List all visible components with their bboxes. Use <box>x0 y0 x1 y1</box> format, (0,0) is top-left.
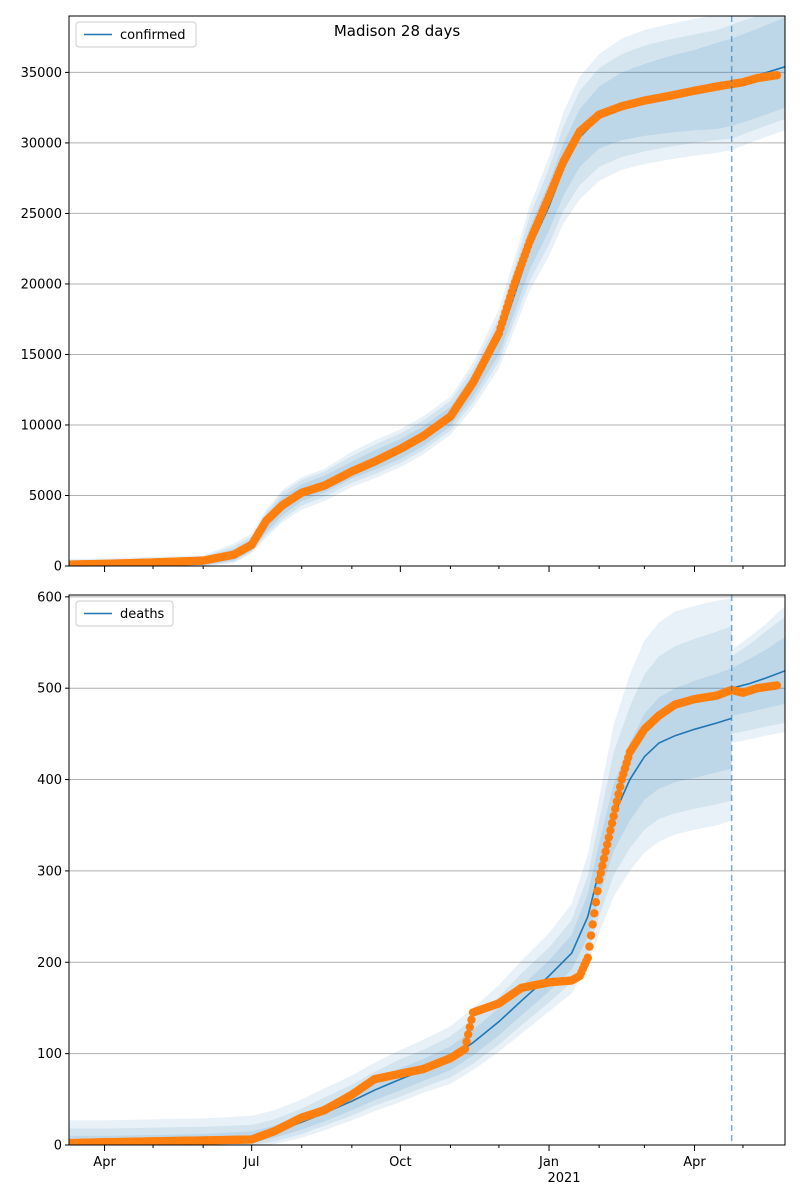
data-point <box>772 71 782 80</box>
x-year-label: 2021 <box>547 1171 580 1186</box>
chart-title: Madison 28 days <box>334 22 461 40</box>
data-point <box>601 847 610 856</box>
data-point <box>609 811 618 821</box>
axes-frame <box>68 15 786 567</box>
data-point <box>583 953 593 962</box>
y-tick-label: 0 <box>54 1139 62 1154</box>
y-tick-label: 200 <box>37 956 62 971</box>
uncertainty-band <box>731 605 785 744</box>
data-point <box>593 886 602 896</box>
legend: confirmed <box>75 21 197 48</box>
data-point <box>599 854 609 863</box>
data-point <box>607 819 617 828</box>
data-point <box>612 797 622 806</box>
y-tick-label: 500 <box>37 682 62 697</box>
data-point <box>460 1044 470 1054</box>
data-point <box>615 782 625 792</box>
x-tick-label: Apr <box>93 1155 116 1170</box>
legend-frame <box>75 21 197 48</box>
plot-area <box>69 16 785 566</box>
data-point <box>772 681 782 690</box>
y-tick-label: 0 <box>54 560 62 575</box>
data-point <box>604 833 614 842</box>
y-tick-label: 300 <box>37 864 62 879</box>
data-point <box>591 898 601 907</box>
legend-entry: deaths <box>120 607 165 622</box>
legend: deaths <box>75 600 174 627</box>
data-point <box>606 826 615 835</box>
data-point <box>590 909 599 918</box>
y-tick-label: 20000 <box>21 277 62 292</box>
axes-frame <box>68 594 786 1146</box>
confirmed-panel: 0 5000 10000 15000 20000 25000 30000 35000 confi… <box>21 15 786 575</box>
uncertainty-band <box>69 16 785 566</box>
uncertainty-band <box>69 626 732 1145</box>
plot-area <box>69 598 785 1145</box>
data-point <box>586 931 596 940</box>
y-tick-label: 30000 <box>21 136 62 151</box>
data-point <box>588 920 597 929</box>
deaths-panel: 0 100 200 300 400 500 600 Apr Jul Oct Jan Apr deaths <box>37 590 786 1170</box>
uncertainty-band <box>69 17 785 566</box>
legend-frame <box>75 600 174 627</box>
data-point <box>585 942 594 951</box>
uncertainty-band <box>731 616 785 734</box>
uncertainty-band <box>69 16 785 566</box>
series-line-deaths <box>731 670 785 689</box>
y-tick-label: 25000 <box>21 207 62 222</box>
data-point <box>603 840 612 849</box>
x-tick-label: Jan <box>538 1155 559 1170</box>
data-point <box>614 789 623 799</box>
data-point <box>611 804 620 813</box>
legend-entry: confirmed <box>120 28 186 43</box>
data-point <box>465 1022 475 1032</box>
data-point <box>467 1015 476 1025</box>
data-point <box>594 875 604 885</box>
y-tick-label: 35000 <box>21 66 62 81</box>
y-tick-label: 10000 <box>21 418 62 433</box>
data-point <box>462 1037 471 1046</box>
x-tick-label: Jul <box>243 1155 260 1170</box>
x-tick-label: Oct <box>389 1155 411 1170</box>
y-tick-label: 15000 <box>21 348 62 363</box>
x-tick-label: Apr <box>683 1155 706 1170</box>
y-tick-label: 600 <box>37 590 62 605</box>
data-point <box>464 1030 473 1039</box>
y-tick-label: 400 <box>37 773 62 788</box>
data-point <box>598 861 607 871</box>
data-point <box>596 868 605 878</box>
y-tick-label: 100 <box>37 1047 62 1062</box>
y-tick-label: 5000 <box>29 489 62 504</box>
